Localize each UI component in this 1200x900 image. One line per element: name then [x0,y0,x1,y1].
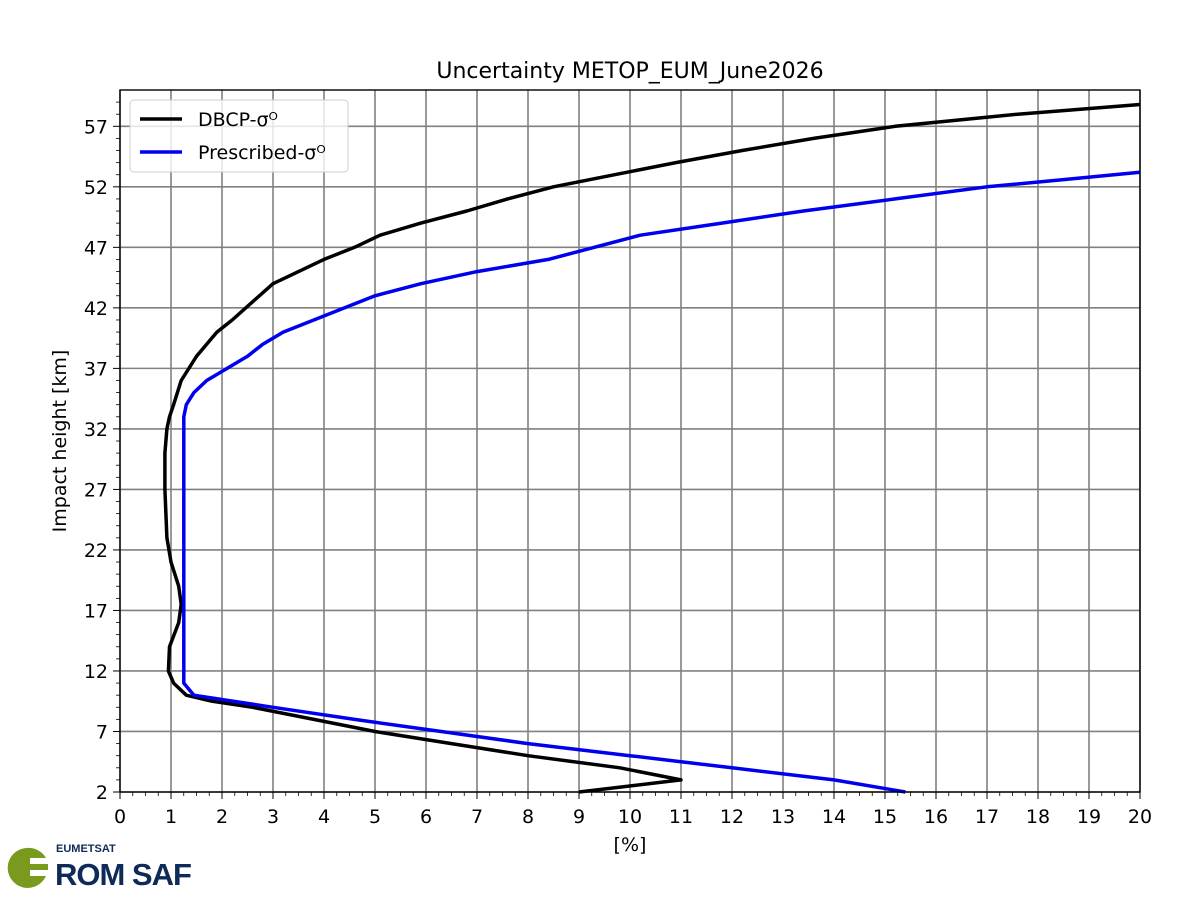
series-line-prescribed [182,170,1141,794]
x-tick-label: 19 [1077,806,1101,828]
legend: DBCP-σᴼ Prescribed-σᴼ [129,99,349,173]
y-axis-label: Impact height [km] [49,350,71,533]
x-axis-label: [%] [614,834,647,856]
x-tick-labels: 0 1 2 3 4 5 6 7 8 9 10 11 12 13 14 15 16 17 18 19 20 [114,806,1152,828]
y-tick-label: 42 [84,298,108,320]
x-tick-label: 14 [822,806,846,828]
y-tick-label: 57 [84,116,108,138]
x-tick-label: 12 [720,806,744,828]
chart-title: Uncertainty METOP_EUM_June2026 [436,59,823,84]
x-tick-label: 6 [420,806,432,828]
x-tick-label: 10 [618,806,642,828]
x-tick-label: 3 [267,806,279,828]
x-tick-label: 20 [1128,806,1152,828]
rom-saf-logo: EUMETSAT ROM SAF [7,843,192,892]
y-tick-label: 52 [84,177,108,199]
x-tick-label: 8 [522,806,534,828]
x-tick-label: 4 [318,806,330,828]
globe-mark-icon [7,847,48,888]
x-tick-label: 15 [873,806,897,828]
x-tick-label: 0 [114,806,126,828]
series-line-dbcp [163,102,1141,794]
x-tick-label: 1 [165,806,177,828]
logo-org-big: ROM SAF [55,857,191,892]
y-tick-label: 2 [96,782,108,804]
x-tick-label: 9 [573,806,585,828]
x-tick-label: 17 [975,806,999,828]
legend-box [129,99,349,173]
grid [119,90,1141,793]
legend-label-prescribed: Prescribed-σᴼ [198,142,326,164]
legend-label-dbcp: DBCP-σᴼ [198,109,278,131]
y-tick-label: 32 [84,419,108,441]
axes [113,89,1141,799]
y-tick-label: 12 [84,661,108,683]
x-tick-label: 16 [924,806,948,828]
y-tick-label: 27 [84,479,108,501]
y-tick-label: 7 [96,721,108,743]
logo-org-small: EUMETSAT [56,843,116,855]
y-tick-label: 17 [84,600,108,622]
plot-frame [119,89,1141,793]
x-tick-label: 11 [669,806,693,828]
y-tick-label: 37 [84,358,108,380]
x-tick-label: 13 [771,806,795,828]
series-lines [163,102,1141,794]
x-tick-label: 7 [471,806,483,828]
x-tick-label: 2 [216,806,228,828]
y-tick-label: 47 [84,237,108,259]
x-tick-label: 5 [369,806,381,828]
x-tick-label: 18 [1026,806,1050,828]
y-tick-label: 22 [84,540,108,562]
